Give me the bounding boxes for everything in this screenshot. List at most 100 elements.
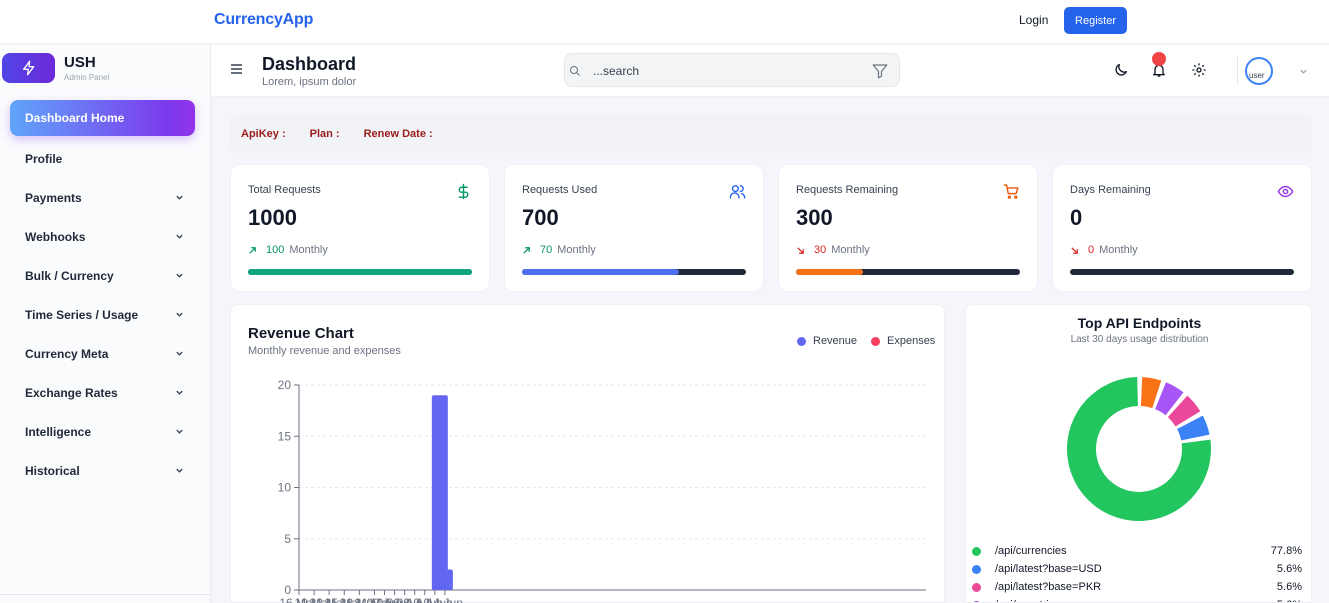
sidebar-item-profile[interactable]: Profile [10, 139, 195, 178]
moon-icon[interactable] [1113, 62, 1129, 78]
chevron-down-icon [176, 351, 183, 356]
revenue-chart-title: Revenue Chart [248, 325, 354, 342]
x-tick-label: 28 May [340, 596, 379, 603]
plan-label: Plan : [309, 127, 340, 140]
donut-slice[interactable] [1067, 377, 1211, 521]
stat-value: 300 [796, 205, 833, 230]
arrow-down-right-icon [1071, 246, 1078, 254]
stat-trend-value: 30 [814, 244, 827, 256]
endpoint-row[interactable]: /api/currencies 77.8% [972, 542, 1302, 560]
stat-trend-value: 0 [1088, 244, 1095, 256]
eye-icon [1277, 185, 1294, 198]
chevron-down-icon [176, 390, 183, 395]
sidebar-item-label: Webhooks [25, 229, 86, 244]
donut-slice[interactable] [1155, 382, 1184, 416]
hamburger-menu-icon[interactable] [230, 63, 243, 75]
stat-label: Requests Used [522, 184, 598, 196]
endpoint-swatch [972, 582, 981, 592]
donut-slice[interactable] [1177, 415, 1210, 441]
avatar[interactable]: user [1245, 57, 1273, 85]
stat-progress-bar [248, 269, 472, 275]
chevron-down-icon [176, 468, 183, 473]
x-tick-label: 12 Jun [417, 596, 453, 603]
x-tick-label: 22 May [310, 596, 349, 603]
arrow-down-right-icon [797, 246, 804, 254]
x-tick-label: 04 Jun [377, 596, 413, 603]
sidebar-item-bulk-currency[interactable]: Bulk / Currency [10, 256, 195, 295]
sidebar-nav: Dashboard Home Profile Payments Webhooks Bul… [10, 100, 195, 490]
stat-card-days-remaining: Days Remaining 0 0 Monthly [1052, 164, 1312, 292]
endpoints-title: Top API Endpoints [1077, 315, 1202, 331]
chevron-down-icon[interactable] [1299, 67, 1308, 76]
sidebar-divider [0, 594, 211, 595]
sidebar-item-label: Currency Meta [25, 346, 109, 361]
renew-date-label: Renew Date : [363, 127, 433, 140]
stat-value: 0 [1070, 205, 1083, 230]
search-icon [570, 66, 580, 76]
legend-revenue[interactable]: Revenue [797, 335, 857, 347]
endpoint-path: /api/countries [995, 599, 1277, 602]
top-endpoints-card: Top API Endpoints Last 30 days usage dis… [965, 304, 1312, 603]
chevron-down-icon [176, 429, 183, 434]
endpoints-legend: /api/currencies 77.8% /api/latest?base=USD… [972, 542, 1302, 602]
y-tick-label: 0 [284, 583, 291, 597]
sidebar-item-currency-meta[interactable]: Currency Meta [10, 334, 195, 373]
sidebar-item-intelligence[interactable]: Intelligence [10, 412, 195, 451]
sidebar-item-exchange-rates[interactable]: Exchange Rates [10, 373, 195, 412]
stat-label: Total Requests [248, 184, 321, 196]
donut-slice[interactable] [1167, 395, 1201, 427]
login-link[interactable]: Login [1019, 13, 1049, 27]
revenue-bar[interactable] [436, 569, 453, 591]
endpoint-swatch [972, 564, 981, 574]
endpoint-row[interactable]: /api/countries5.6% [972, 596, 1302, 602]
sidebar-item-historical[interactable]: Historical [10, 451, 195, 490]
sidebar-item-dashboard-home[interactable]: Dashboard Home [10, 100, 195, 136]
stat-progress-bar [796, 269, 1020, 275]
bell-icon[interactable] [1151, 62, 1167, 78]
cart-icon [1003, 184, 1019, 199]
page-header: Dashboard Lorem, ipsum dolor user [211, 45, 1329, 97]
endpoint-row[interactable]: /api/latest?base=PKR 5.6% [972, 578, 1302, 596]
stat-value: 700 [522, 205, 559, 230]
brand-logo[interactable]: CurrencyApp [214, 11, 314, 28]
chevron-down-icon [176, 234, 183, 239]
sidebar-item-payments[interactable]: Payments [10, 178, 195, 217]
revenue-chart-subtitle: Monthly revenue and expenses [248, 345, 401, 357]
endpoint-percent: 5.6% [1276, 581, 1302, 593]
y-tick-label: 15 [278, 429, 292, 443]
sidebar-item-label: Time Series / Usage [25, 307, 139, 322]
sidebar-item-label: Bulk / Currency [25, 268, 114, 283]
stat-trend-period: Monthly [289, 244, 328, 256]
stat-progress-bar [522, 269, 746, 275]
endpoint-percent: 5.6% [1276, 563, 1302, 575]
filter-icon[interactable] [871, 62, 889, 80]
x-tick-label: 25 May [325, 596, 364, 603]
endpoint-swatch [972, 600, 981, 602]
endpoint-row[interactable]: /api/latest?base=USD 5.6% [972, 560, 1302, 578]
chevron-down-icon [176, 312, 183, 317]
search-input[interactable] [593, 62, 863, 80]
sidebar-item-label: Payments [25, 190, 82, 205]
sidebar-item-webhooks[interactable]: Webhooks [10, 217, 195, 256]
arrow-up-right-icon [523, 246, 530, 254]
register-button[interactable]: Register [1064, 7, 1127, 34]
endpoints-donut-chart [1067, 377, 1211, 521]
sidebar: USH Admin Panel Dashboard Home Profile Pay… [0, 45, 211, 603]
stat-trend: 100 Monthly [248, 244, 328, 256]
endpoint-percent: 77.8% [1270, 545, 1302, 557]
x-tick-label: 14 Jun [427, 596, 463, 603]
x-tick-label: 31 May [355, 596, 394, 603]
x-tick-label: 16 May [279, 596, 318, 603]
sidebar-item-time-series-usage[interactable]: Time Series / Usage [10, 295, 195, 334]
donut-slice[interactable] [1140, 377, 1162, 409]
legend-expenses[interactable]: Expenses [871, 335, 935, 347]
org-name: USH [64, 54, 96, 71]
revenue-bar[interactable] [431, 395, 448, 590]
endpoints-subtitle: Last 30 days usage distribution [1070, 334, 1209, 345]
org-logo[interactable] [2, 53, 55, 83]
gear-icon[interactable] [1191, 62, 1207, 78]
page-title: Dashboard [262, 54, 357, 74]
search-box [564, 53, 900, 87]
chevron-down-icon [176, 195, 183, 200]
